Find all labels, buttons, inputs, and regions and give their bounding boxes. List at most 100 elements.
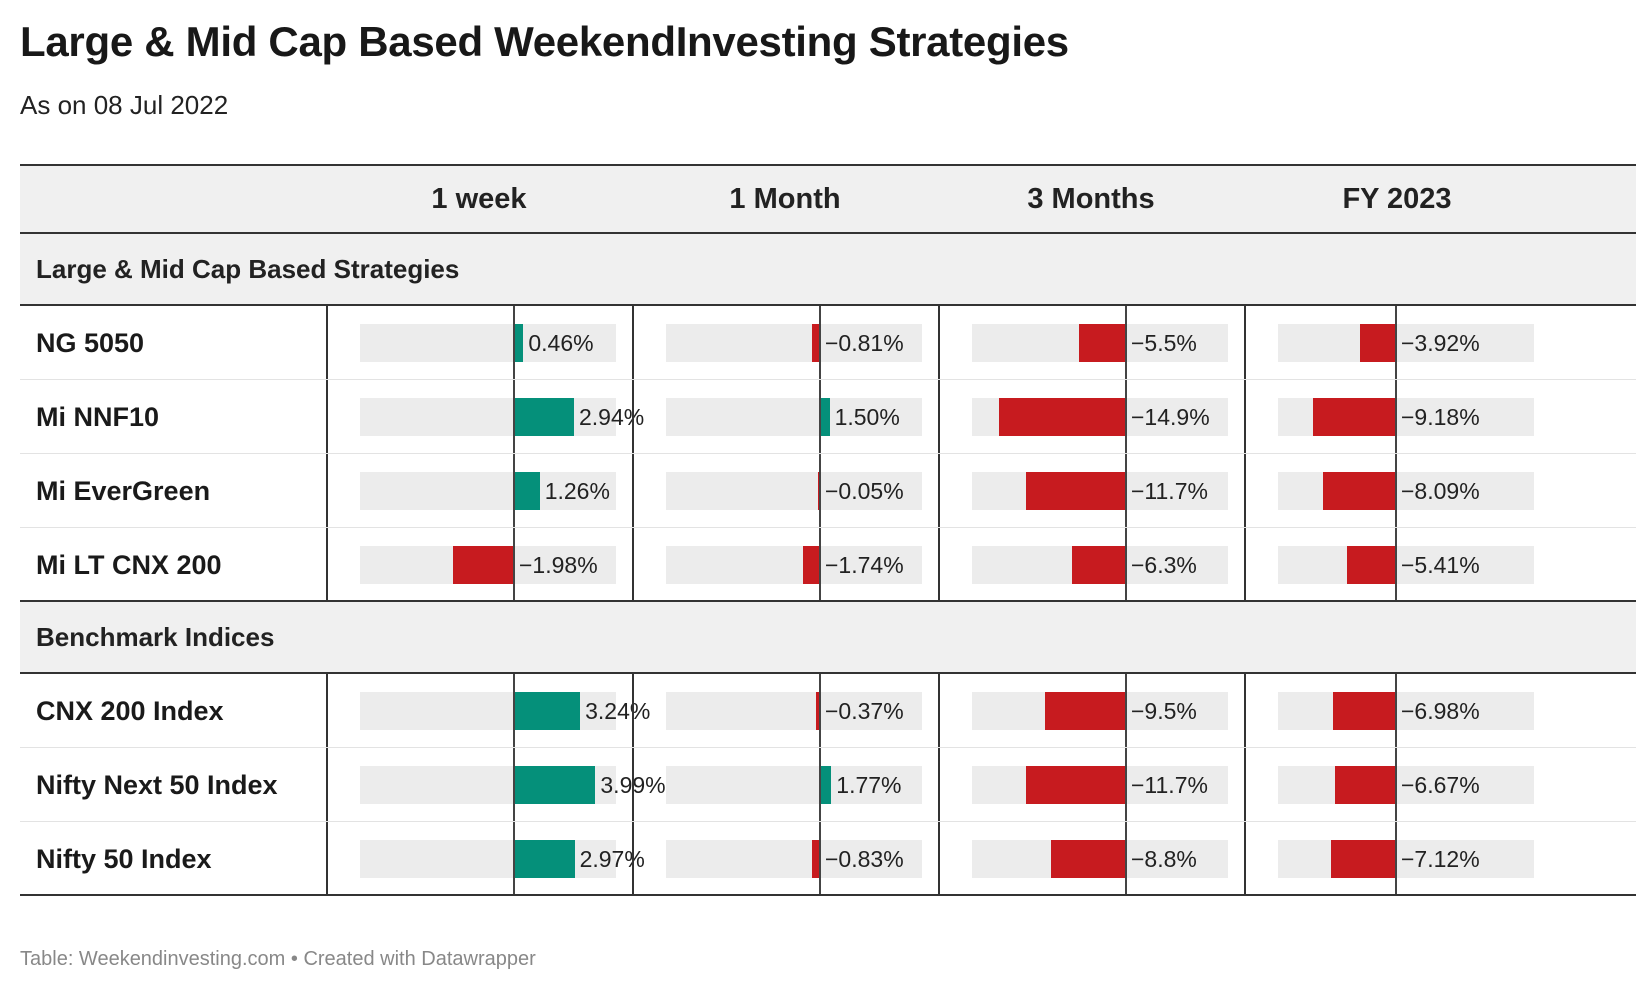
zero-line: [513, 380, 515, 453]
bar-track: [666, 324, 922, 362]
bar-track: [1278, 766, 1534, 804]
cell-3-months: −9.5%: [938, 674, 1244, 747]
bar-track: [666, 398, 922, 436]
negative-return-bar: [1050, 840, 1126, 878]
zero-line: [1395, 528, 1397, 600]
zero-line: [1125, 822, 1127, 894]
row-label: CNX 200 Index: [36, 696, 224, 726]
positive-return-bar: [514, 840, 575, 878]
bar-track: [666, 840, 922, 878]
value-label: −6.3%: [1131, 552, 1197, 578]
cell-1-month: −0.83%: [632, 822, 938, 894]
value-label: 1.50%: [834, 404, 900, 430]
table-header: 1 week 1 Month 3 Months FY 2023: [20, 164, 1636, 234]
negative-return-bar: [1322, 472, 1396, 510]
negative-return-bar: [1360, 324, 1396, 362]
zero-line: [1395, 822, 1397, 894]
cell-fy-2023: −5.41%: [1244, 528, 1550, 600]
table-row-ng-5050: NG 5050 0.46% −0.81% −5.5% −3.92%: [20, 306, 1636, 380]
negative-return-bar: [1335, 766, 1396, 804]
negative-return-bar: [1025, 766, 1126, 804]
cell-fy-2023: −7.12%: [1244, 822, 1550, 894]
row-label: Nifty 50 Index: [36, 844, 212, 874]
row-label: Mi EverGreen: [36, 476, 211, 506]
value-label: −0.37%: [825, 698, 904, 724]
positive-return-bar: [514, 766, 596, 804]
value-label: −8.8%: [1131, 846, 1197, 872]
value-label: −1.74%: [825, 552, 904, 578]
bar-track: [360, 472, 616, 510]
group-label: Large & Mid Cap Based Strategies: [36, 254, 460, 284]
zero-line: [513, 748, 515, 821]
column-header-fy-2023: FY 2023: [1342, 183, 1452, 215]
chart-source-footer: Table: Weekendinvesting.com • Created wi…: [20, 948, 536, 970]
negative-return-bar: [816, 692, 820, 730]
value-label: −6.67%: [1401, 772, 1480, 798]
row-label: Nifty Next 50 Index: [36, 770, 278, 800]
cell-1-week: 2.97%: [326, 822, 645, 894]
cell-1-month: −0.05%: [632, 454, 938, 527]
value-label: −9.5%: [1131, 698, 1197, 724]
cell-1-week: 1.26%: [326, 454, 632, 527]
bar-track: [666, 766, 922, 804]
value-label: −11.7%: [1131, 772, 1208, 798]
cell-3-months: −11.7%: [938, 748, 1244, 821]
positive-return-bar: [514, 324, 524, 362]
value-label: −0.83%: [825, 846, 904, 872]
negative-return-bar: [1312, 398, 1396, 436]
positive-return-bar: [820, 398, 830, 436]
zero-line: [819, 380, 821, 453]
zero-line: [1125, 380, 1127, 453]
cell-fy-2023: −9.18%: [1244, 380, 1550, 453]
zero-line: [513, 306, 515, 379]
cell-1-week: −1.98%: [326, 528, 632, 600]
zero-line: [1395, 748, 1397, 821]
cell-fy-2023: −6.67%: [1244, 748, 1550, 821]
bar-track: [1278, 472, 1534, 510]
negative-return-bar: [453, 546, 514, 584]
zero-line: [1395, 674, 1397, 747]
zero-line: [819, 748, 821, 821]
table-body: Large & Mid Cap Based Strategies NG 5050 0…: [20, 234, 1636, 896]
positive-return-bar: [514, 472, 540, 510]
bar-track: [360, 840, 616, 878]
value-label: −9.18%: [1401, 404, 1480, 430]
bar-track: [1278, 692, 1534, 730]
table-row-mi-nnf10: Mi NNF10 2.94% 1.50% −14.9% −9.18%: [20, 380, 1636, 454]
negative-return-bar: [998, 398, 1126, 436]
positive-return-bar: [514, 692, 581, 730]
negative-return-bar: [1331, 840, 1396, 878]
positive-return-bar: [514, 398, 574, 436]
group-header-large-mid-cap-based-strategies: Large & Mid Cap Based Strategies: [20, 234, 1636, 306]
value-label: 3.24%: [585, 698, 651, 724]
zero-line: [513, 528, 515, 600]
row-label: Mi NNF10: [36, 402, 160, 432]
positive-return-bar: [820, 766, 832, 804]
value-label: 0.46%: [528, 330, 594, 356]
negative-return-bar: [1072, 546, 1126, 584]
zero-line: [1125, 674, 1127, 747]
chart-title: Large & Mid Cap Based WeekendInvesting S…: [20, 18, 1069, 65]
negative-return-bar: [1025, 472, 1126, 510]
value-label: 1.77%: [836, 772, 902, 798]
table-row-nifty-next-50-index: Nifty Next 50 Index 3.99% 1.77% −11.7% −6.67…: [20, 748, 1636, 822]
table-row-mi-lt-cnx-200: Mi LT CNX 200 −1.98% −1.74% −6.3% −5.41%: [20, 528, 1636, 602]
cell-1-month: −0.37%: [632, 674, 938, 747]
zero-line: [819, 306, 821, 379]
zero-line: [1125, 306, 1127, 379]
returns-table: 1 week 1 Month 3 Months FY 2023 Large & …: [20, 164, 1636, 896]
cell-3-months: −14.9%: [938, 380, 1244, 453]
table-row-mi-evergreen: Mi EverGreen 1.26% −0.05% −11.7% −8.09%: [20, 454, 1636, 528]
zero-line: [513, 822, 515, 894]
cell-1-week: 0.46%: [326, 306, 632, 379]
zero-line: [1125, 748, 1127, 821]
value-label: −6.98%: [1401, 698, 1480, 724]
bar-track: [360, 324, 616, 362]
cell-1-week: 3.24%: [326, 674, 650, 747]
zero-line: [513, 674, 515, 747]
zero-line: [1395, 454, 1397, 527]
value-label: −14.9%: [1131, 404, 1210, 430]
cell-1-month: −0.81%: [632, 306, 938, 379]
zero-line: [1125, 454, 1127, 527]
zero-line: [1125, 528, 1127, 600]
